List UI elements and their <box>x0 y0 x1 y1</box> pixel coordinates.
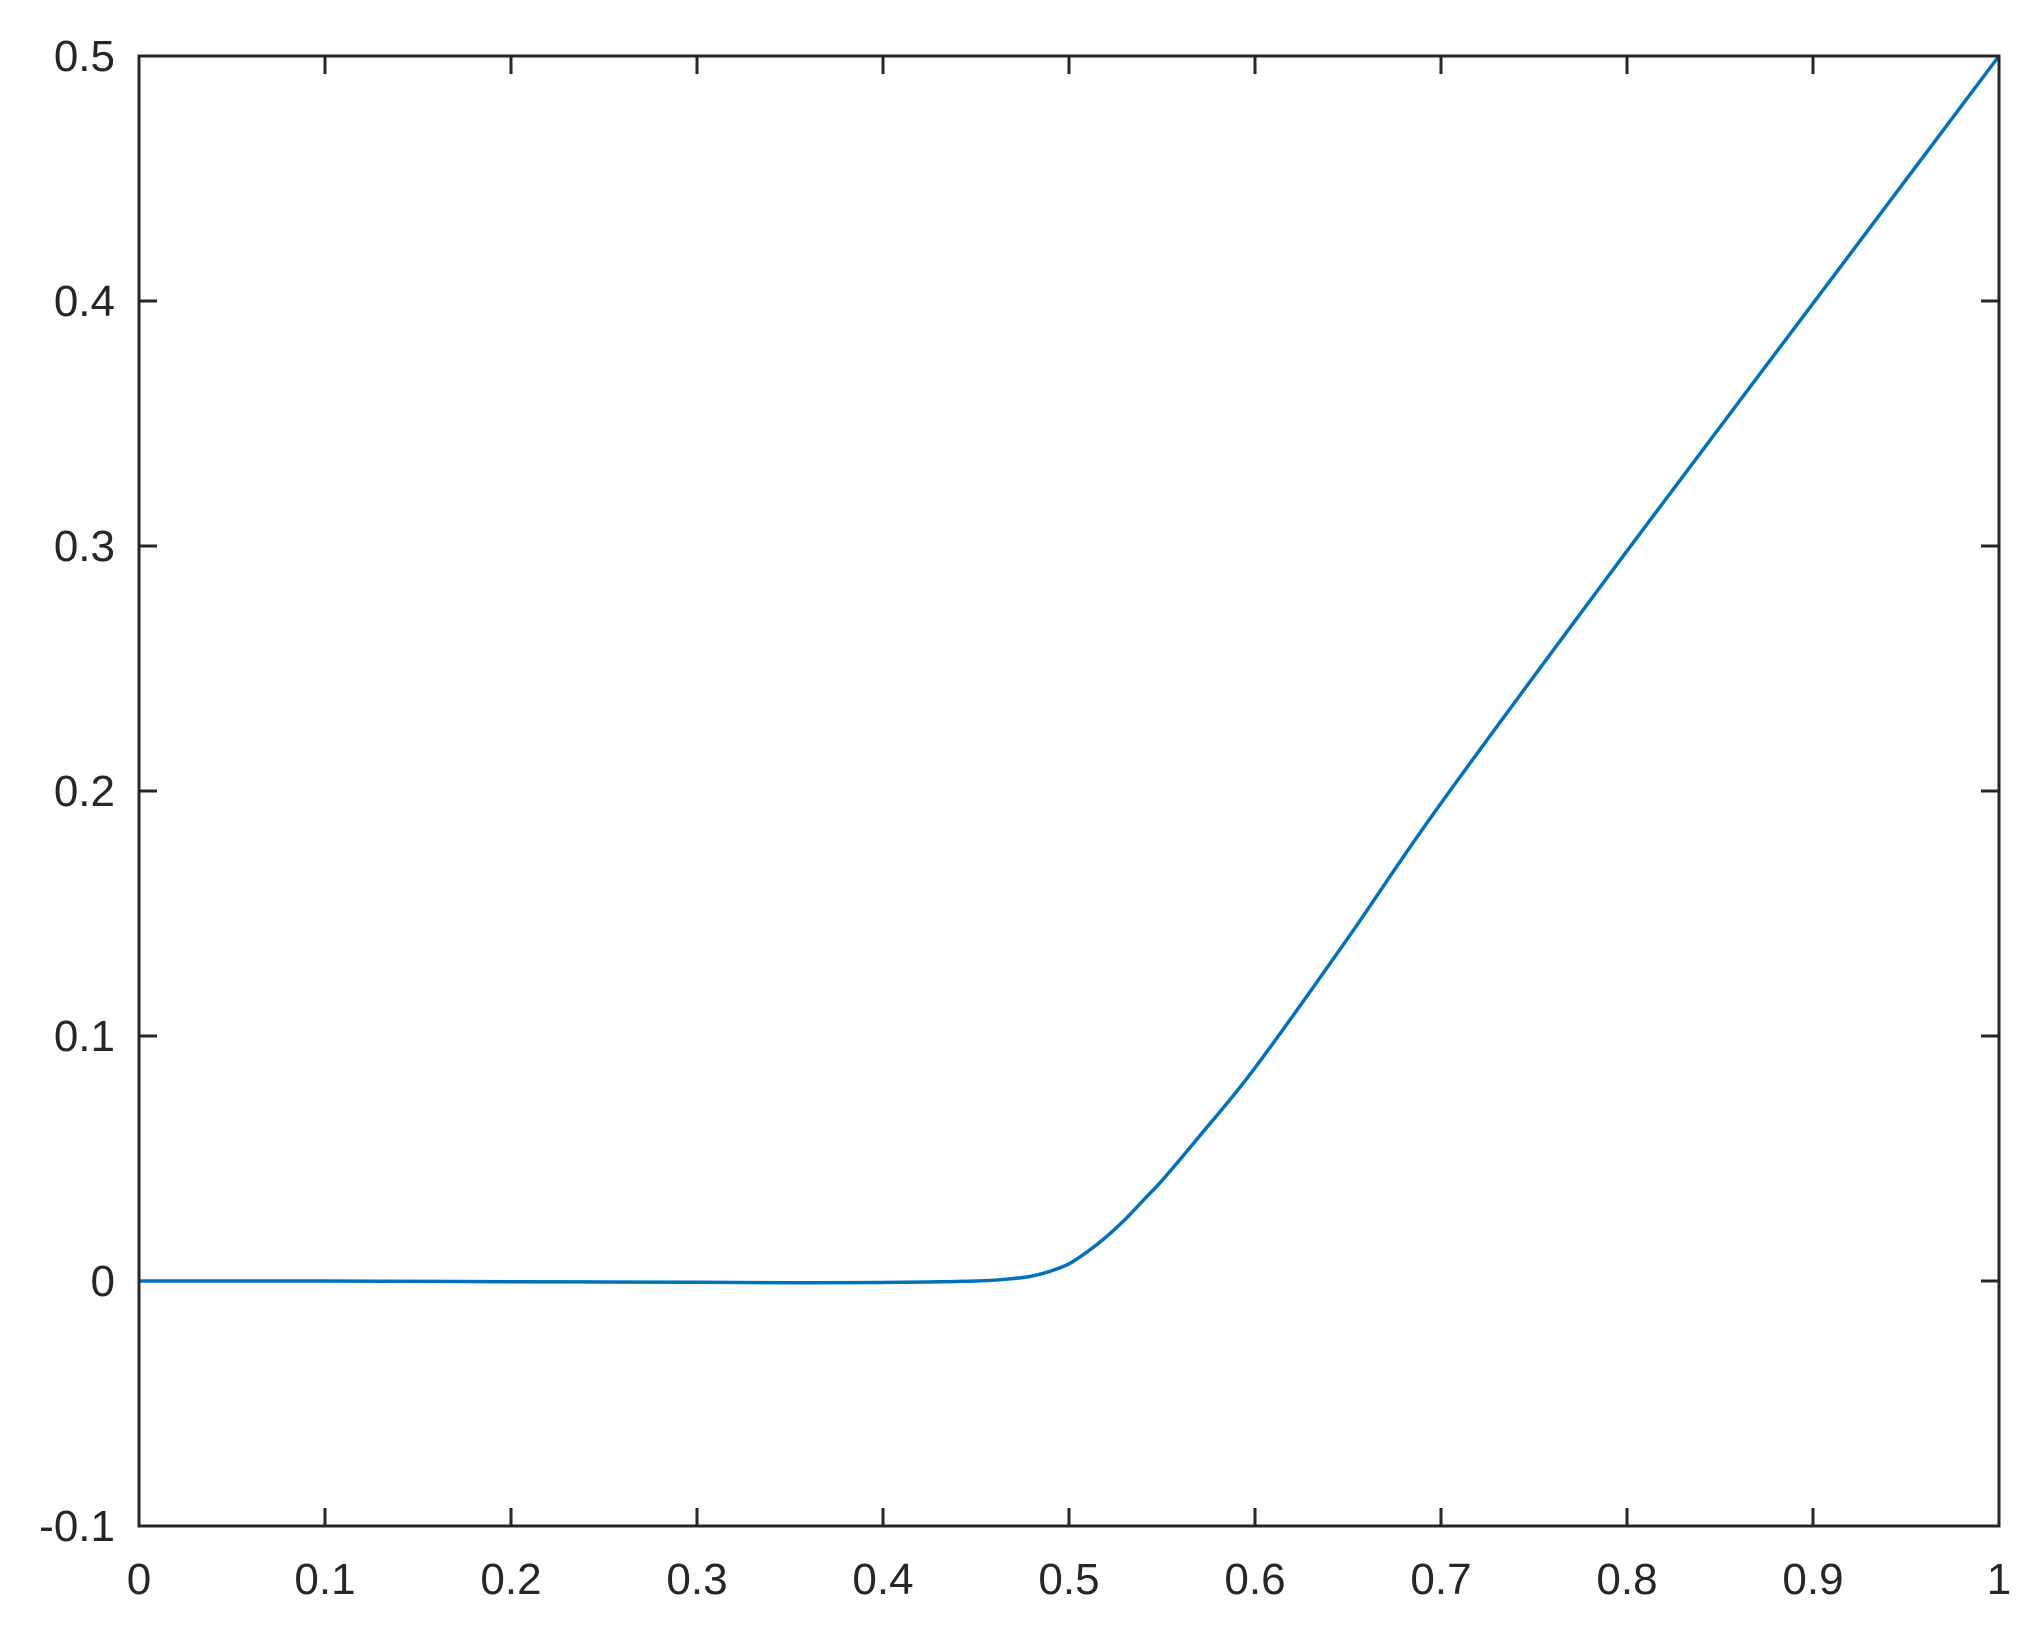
x-tick-label: 0.2 <box>480 1555 541 1604</box>
x-tick-label: 0.7 <box>1410 1555 1471 1604</box>
tick-labels: 0 0.1 0.2 0.3 0.4 0.5 0.6 0.7 0.8 0.9 1-0.100.10.2… <box>39 32 2011 1604</box>
ticks <box>137 54 2001 1528</box>
y-tick-label: 0 <box>91 1257 115 1306</box>
x-tick-label: 0.5 <box>1038 1555 1099 1604</box>
y-tick-label: 0.3 <box>54 522 115 571</box>
x-tick-label: 0.9 <box>1782 1555 1843 1604</box>
x-tick-label: 1 <box>1987 1555 2011 1604</box>
axes-box <box>137 54 2001 1528</box>
y-tick-label: 0.5 <box>54 32 115 81</box>
y-tick-label: 0.2 <box>54 767 115 816</box>
x-tick-label: 0.1 <box>294 1555 355 1604</box>
x-tick-label: 0 <box>127 1555 151 1604</box>
y-tick-label: 0.4 <box>54 277 115 326</box>
y-tick-label: 0.1 <box>54 1012 115 1061</box>
series-line <box>138 54 2001 1285</box>
x-tick-label: 0.8 <box>1596 1555 1657 1604</box>
x-tick-label: 0.3 <box>666 1555 727 1604</box>
y-tick-label: -0.1 <box>39 1502 115 1551</box>
x-tick-label: 0.4 <box>852 1555 913 1604</box>
x-tick-label: 0.6 <box>1224 1555 1285 1604</box>
